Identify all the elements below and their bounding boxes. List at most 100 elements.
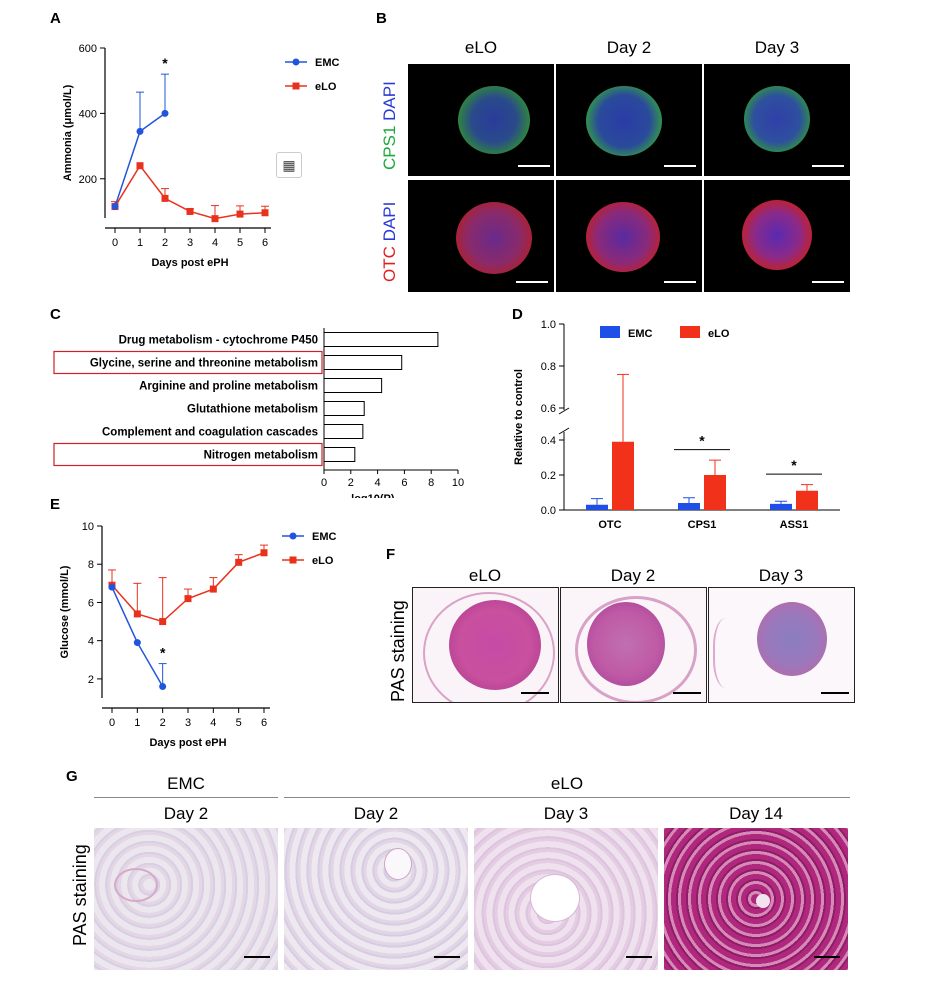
panel-g-col-elo-day2: Day 2 [353, 804, 399, 823]
significance-star: * [791, 457, 797, 473]
y-tick-label: 600 [79, 43, 97, 55]
legend-marker [289, 556, 297, 564]
bar-elo [612, 441, 634, 510]
data-point-elo [133, 610, 141, 618]
x-tick-label: 2 [348, 477, 354, 489]
panel-c-chart: Drug metabolism - cytochrome P450 Glycine… [53, 328, 464, 498]
pas-liver-elo-day14 [664, 828, 848, 970]
y-tick-label: 0.0 [541, 505, 556, 517]
panel-g-group-emc-line [94, 797, 278, 798]
bar [323, 447, 356, 462]
y-tick-label: 0.4 [541, 435, 556, 447]
panel-e-label: E [50, 496, 61, 513]
legend-label-emc: EMC [315, 57, 340, 69]
y-tick-label: 400 [79, 108, 97, 120]
legend-label-emc: EMC [312, 531, 337, 543]
legend-label-elo: eLO [708, 328, 730, 340]
panel-d-label: D [512, 306, 523, 323]
panel-b-row2-label: OTC DAPI [380, 201, 399, 282]
category-label: Nitrogen metabolism [204, 450, 318, 462]
x-tick-label: 6 [261, 717, 267, 729]
panel-a-chart: 200 400 600 0 1 2 3 4 5 6 Days post ePH Ammonia (μm… [62, 43, 340, 269]
x-tick-label: 0 [112, 237, 118, 249]
panel-b-row1-label: CPS1 DAPI [380, 81, 399, 170]
data-point-elo [260, 549, 268, 557]
category-label: OTC [598, 519, 621, 531]
significance-star: * [160, 645, 166, 661]
pas-liver-elo-day2 [284, 828, 468, 970]
data-point-emc [111, 203, 119, 211]
pas-organoid-day2 [560, 587, 707, 703]
x-tick-label: 0 [109, 717, 115, 729]
x-axis-title: Days post ePH [151, 257, 228, 269]
pas-liver-emc-day2 [94, 828, 278, 970]
bar [323, 355, 403, 370]
y-tick-label: 200 [79, 174, 97, 186]
highlight-box [53, 350, 323, 375]
x-tick-label: 6 [401, 477, 407, 489]
panel-g-group-elo-line [284, 797, 850, 798]
pas-liver-elo-day3 [474, 828, 658, 970]
data-point-elo [235, 558, 243, 566]
category-label: Glycine, serine and threonine metabolism [90, 358, 318, 370]
panel-b-label: B [376, 10, 387, 27]
legend-label-emc: EMC [628, 328, 653, 340]
x-tick-label: 10 [452, 477, 464, 489]
panel-b-col-day2: Day 2 [606, 38, 652, 57]
category-label: Arginine and proline metabolism [139, 381, 318, 393]
data-point-elo [261, 209, 269, 217]
y-axis-title: Relative to control [513, 369, 525, 465]
bar [323, 332, 439, 347]
y-tick-label: 10 [82, 521, 94, 533]
x-tick-label: 4 [210, 717, 216, 729]
bar-emc [770, 503, 792, 510]
bar-elo [796, 490, 818, 510]
x-axis-title: Days post ePH [149, 737, 226, 749]
axis-break-mark [558, 427, 570, 435]
legend-swatch [680, 326, 700, 338]
y-tick-label: 1.0 [541, 319, 556, 331]
data-point-elo [136, 162, 144, 170]
cps1-micrograph-elo [408, 64, 554, 176]
x-tick-label: 8 [428, 477, 434, 489]
otc-micrograph-day2 [556, 180, 702, 292]
y-tick-label: 0.8 [541, 361, 556, 373]
category-label: CPS1 [688, 519, 717, 531]
y-tick-label: 2 [88, 674, 94, 686]
otc-micrograph-day3 [704, 180, 850, 292]
x-tick-label: 4 [375, 477, 381, 489]
image-translate-icon[interactable]: ▦ [276, 152, 302, 178]
data-point-emc [159, 683, 167, 691]
x-tick-label: 1 [137, 237, 143, 249]
legend-swatch [600, 326, 620, 338]
panel-e-chart: 2 4 6 8 10 0 1 2 3 4 5 6 Days post ePH Glucose (mmol/… [59, 521, 337, 749]
x-tick-label: 2 [162, 237, 168, 249]
y-tick-label: 0.6 [541, 403, 556, 415]
cps1-micrograph-day2 [556, 64, 702, 176]
data-point-emc [133, 639, 141, 647]
data-point-elo [209, 585, 217, 593]
y-tick-label: 4 [88, 636, 94, 648]
data-point-elo [159, 618, 167, 626]
x-tick-label: 3 [185, 717, 191, 729]
data-point-emc [161, 109, 169, 117]
legend-marker [292, 82, 300, 90]
bar [323, 378, 383, 393]
x-tick-label: 6 [262, 237, 268, 249]
panel-f-col-day2: Day 2 [610, 566, 656, 585]
panel-g-col-emc-day2: Day 2 [163, 804, 209, 823]
legend-label-elo: eLO [315, 81, 337, 93]
axis-break-mark [558, 407, 570, 415]
significance-star: * [699, 433, 705, 449]
data-point-elo [211, 215, 219, 223]
x-tick-label: 5 [236, 717, 242, 729]
bar [323, 401, 365, 416]
panel-f-col-day3: Day 3 [758, 566, 804, 585]
panel-g-label: G [66, 768, 78, 785]
y-tick-label: 6 [88, 597, 94, 609]
y-tick-label: 8 [88, 559, 94, 571]
significance-star: * [162, 55, 168, 71]
otc-micrograph-elo [408, 180, 554, 292]
category-label: Glutathione metabolism [187, 404, 318, 416]
data-point-emc [136, 127, 144, 135]
